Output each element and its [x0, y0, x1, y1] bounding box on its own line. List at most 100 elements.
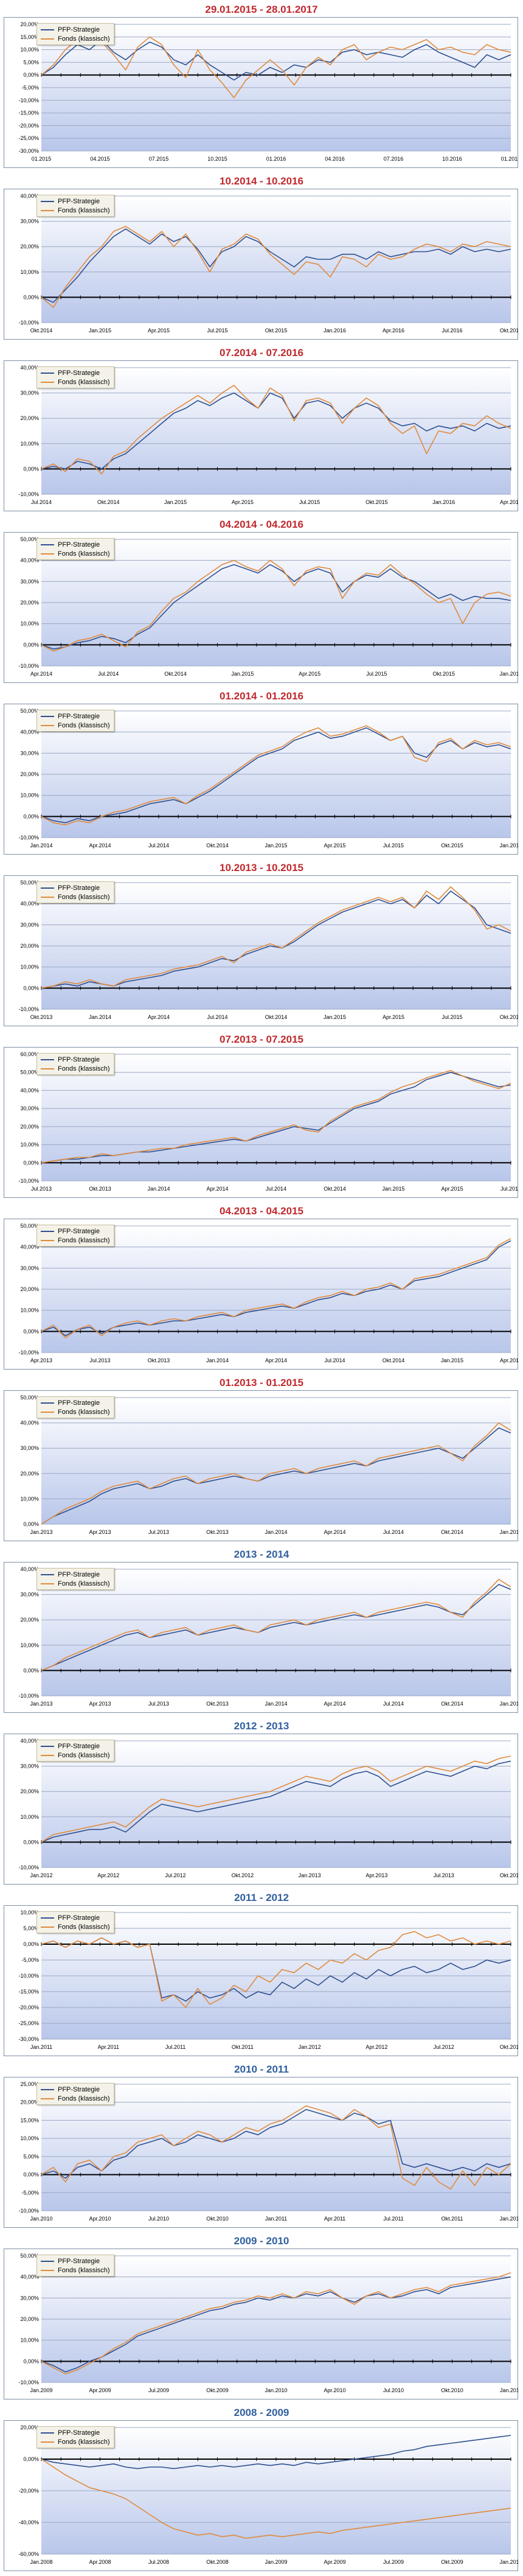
x-tick-label: Okt.2015	[500, 1014, 518, 1020]
x-tick-label: Okt.2009	[441, 2559, 463, 2565]
y-tick-label: 20,00%	[20, 243, 39, 250]
y-tick-label: -20,00%	[18, 122, 39, 128]
x-tick-label: Jan.2016	[499, 842, 518, 849]
x-tick-label: Jan.2014	[89, 1014, 111, 1020]
series-line-fonds-klassisch	[41, 36, 511, 99]
legend-label: PFP-Strategie	[58, 712, 100, 720]
y-tick-label: -10,00%	[18, 2379, 39, 2385]
y-tick-label: 10,00%	[20, 964, 39, 970]
legend-item-fonds: Fonds (klassisch)	[41, 377, 110, 387]
chart-panel: 04.2013 - 04.2015 -10,00% 0,00% 10,00% 20,00…	[0, 1202, 523, 1373]
legend-item-fonds: Fonds (klassisch)	[41, 892, 110, 901]
legend-swatch	[41, 1068, 54, 1069]
x-tick-label: Jan.2014	[30, 842, 52, 849]
x-tick-label: Jul.2015	[500, 1186, 518, 1192]
legend-item-fonds: Fonds (klassisch)	[41, 34, 110, 43]
legend-label: PFP-Strategie	[58, 2257, 100, 2265]
y-tick-label: 20,00%	[20, 771, 39, 777]
x-tick-label: Apr.2009	[89, 2387, 111, 2393]
legend-label: Fonds (klassisch)	[58, 721, 110, 729]
series-line-fonds-klassisch	[41, 226, 511, 308]
x-tick-label: Okt.2012	[232, 1872, 254, 1878]
chart-title: 07.2013 - 07.2015	[219, 1034, 303, 1045]
legend-label: Fonds (klassisch)	[58, 1065, 110, 1073]
chart-title: 29.01.2015 - 28.01.2017	[205, 4, 318, 15]
line-chart: -30,00% -25,00% -20,00% -15,00% -10,00% -5,00…	[18, 1909, 518, 2050]
y-tick-label: -30,00%	[18, 2036, 39, 2042]
chart-title: 2008 - 2009	[234, 2407, 289, 2418]
x-tick-label: Apr.2015	[383, 1014, 404, 1020]
legend-swatch	[41, 2260, 54, 2262]
y-tick-label: 0,00%	[23, 1839, 39, 1845]
y-tick-label: 0,00%	[23, 1328, 39, 1334]
y-tick-label: 0,00%	[23, 813, 39, 819]
chart-title: 10.2013 - 10.2015	[219, 862, 303, 873]
legend-label: PFP-Strategie	[58, 369, 100, 377]
y-tick-label: 40,00%	[20, 1244, 39, 1250]
x-tick-label: Jul.2014	[148, 842, 169, 849]
x-tick-label: Okt.2013	[89, 1186, 111, 1192]
y-tick-label: 20,00%	[20, 415, 39, 421]
x-tick-label: Okt.2014	[324, 1186, 346, 1192]
chart-title: 2009 - 2010	[234, 2235, 289, 2247]
y-tick-label: -60,00%	[18, 2551, 39, 2557]
chart-legend: PFP-Strategie Fonds (klassisch)	[36, 710, 114, 732]
legend-swatch	[41, 1402, 54, 1404]
legend-item-strategy: PFP-Strategie	[41, 25, 110, 34]
x-tick-label: Apr.2014	[148, 1014, 170, 1020]
x-tick-label: Okt.2011	[442, 2216, 463, 2222]
x-tick-label: Jul.2015	[207, 327, 227, 334]
y-tick-label: 50,00%	[20, 536, 39, 542]
legend-item-strategy: PFP-Strategie	[41, 2085, 110, 2094]
y-tick-label: 10,00%	[20, 1496, 39, 1502]
series-line-fonds-klassisch	[41, 1578, 511, 1671]
x-tick-label: Apr.2013	[89, 1701, 111, 1707]
y-tick-label: 40,00%	[20, 901, 39, 907]
chart-panel: 01.2013 - 01.2015 0,00% 10,00% 20,00% 30,00%…	[0, 1373, 523, 1545]
legend-swatch	[41, 887, 54, 889]
y-tick-label: -25,00%	[18, 135, 39, 141]
x-tick-label: Okt.2014	[265, 1014, 288, 1020]
legend-label: PFP-Strategie	[58, 541, 100, 548]
x-tick-label: Okt.2013	[206, 1529, 229, 1535]
legend-item-strategy: PFP-Strategie	[41, 1398, 110, 1407]
x-tick-label: Apr.2015	[324, 842, 345, 849]
chart-panel: 2008 - 2009 -60,00% -40,00% -20,00% 0,00% 20,…	[0, 2403, 523, 2575]
chart-legend: PFP-Strategie Fonds (klassisch)	[36, 1740, 114, 1762]
y-tick-label: 50,00%	[20, 880, 39, 886]
y-tick-label: 0,00%	[23, 642, 39, 648]
chart-title: 04.2013 - 04.2015	[219, 1205, 303, 1217]
x-tick-label: Jan.2011	[500, 2387, 518, 2393]
legend-swatch	[41, 1926, 54, 1928]
legend-label: PFP-Strategie	[58, 1742, 100, 1750]
x-tick-label: Jan.2010	[499, 2559, 518, 2565]
x-tick-label: Apr.2008	[89, 2559, 111, 2565]
x-tick-label: Apr.2013	[30, 1357, 52, 1363]
legend-swatch	[41, 2441, 54, 2443]
x-tick-label: Apr.2013	[89, 1529, 111, 1535]
x-tick-label: Okt.2015	[365, 499, 388, 505]
x-tick-label: Jul.2016	[442, 327, 462, 334]
y-tick-label: 10,00%	[20, 793, 39, 799]
legend-label: PFP-Strategie	[58, 1055, 100, 1063]
chart-legend: PFP-Strategie Fonds (klassisch)	[36, 23, 114, 45]
y-tick-label: 20,00%	[20, 943, 39, 949]
line-chart: -10,00% 0,00% 10,00% 20,00% 30,00% 40,00% 50,0…	[18, 2253, 518, 2393]
x-tick-label: Jan.2008	[30, 2559, 52, 2565]
chart-legend: PFP-Strategie Fonds (klassisch)	[36, 195, 114, 217]
y-tick-label: 20,00%	[20, 1617, 39, 1623]
legend-item-strategy: PFP-Strategie	[41, 2256, 110, 2266]
chart-panel: 10.2014 - 10.2016 -10,00% 0,00% 10,00% 20,00…	[0, 172, 523, 343]
x-tick-label: Apr.2015	[441, 1186, 463, 1192]
y-tick-label: -40,00%	[18, 2519, 39, 2525]
x-tick-label: Jan.2014	[206, 1357, 229, 1363]
x-tick-label: Jan.2009	[30, 2387, 52, 2393]
y-tick-label: -10,00%	[18, 663, 39, 669]
legend-swatch	[41, 1754, 54, 1756]
x-tick-label: Okt.2014	[97, 499, 120, 505]
legend-item-fonds: Fonds (klassisch)	[41, 2266, 110, 2275]
y-tick-label: 0,00%	[23, 2456, 39, 2462]
legend-item-strategy: PFP-Strategie	[41, 1570, 110, 1579]
chart-legend: PFP-Strategie Fonds (klassisch)	[36, 2426, 114, 2448]
